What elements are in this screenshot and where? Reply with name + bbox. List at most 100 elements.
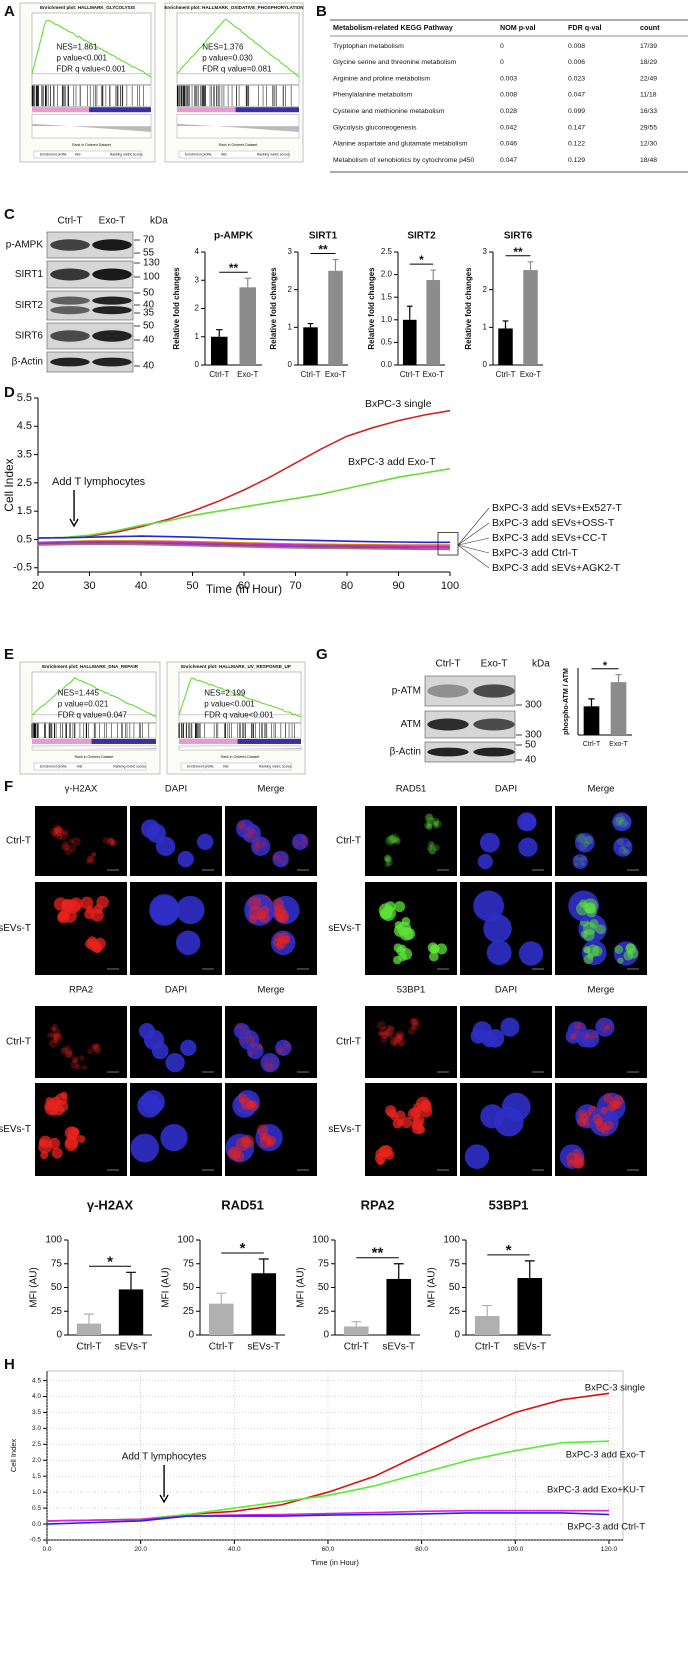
- foci: [276, 914, 285, 923]
- foci: [388, 835, 397, 844]
- foci: [583, 841, 590, 848]
- foci: [91, 1043, 98, 1049]
- y-tick-label: 0: [454, 1330, 460, 1341]
- y-axis-label: Cell Index: [9, 1439, 18, 1473]
- legend-label: BxPC-3 single: [585, 1383, 645, 1394]
- bar: [239, 287, 257, 365]
- foci: [277, 855, 283, 861]
- y-tick-label: 1: [288, 322, 293, 331]
- blot-band: [50, 239, 90, 251]
- foci: [110, 839, 117, 847]
- x-tick-label: sEVs-T: [382, 1342, 415, 1353]
- gsea-legend-box: [178, 150, 290, 159]
- gsea-stat: NES=1.445: [58, 688, 100, 697]
- panel-letter: D: [4, 384, 15, 401]
- foci: [237, 820, 246, 828]
- legend-label: BxPC-3 add Exo+KU-T: [547, 1485, 645, 1496]
- blot-band: [92, 306, 132, 315]
- y-tick-label: 0: [288, 360, 293, 369]
- foci: [384, 861, 391, 868]
- x-tick-label: 40.0: [228, 1546, 241, 1553]
- foci: [54, 828, 62, 836]
- y-tick-label: 75: [51, 1258, 63, 1269]
- blot-marker: 40: [143, 300, 155, 311]
- nucleus: [464, 1144, 490, 1169]
- x-tick-label: 100.0: [507, 1546, 524, 1553]
- foci: [625, 841, 631, 848]
- legend-leader: [457, 522, 490, 546]
- foci: [398, 952, 407, 962]
- foci: [293, 839, 300, 846]
- legend-leader: [457, 544, 490, 554]
- foci: [573, 855, 579, 862]
- bar: [402, 319, 417, 365]
- foci: [387, 1032, 394, 1039]
- blot-marker: 40: [143, 335, 155, 346]
- foci: [386, 1024, 392, 1030]
- foci: [39, 1138, 47, 1147]
- blot-marker: 35: [143, 308, 155, 319]
- foci: [280, 1048, 287, 1056]
- blot-marker: 50: [525, 740, 537, 751]
- row-label: Ctrl-T: [336, 836, 361, 847]
- nucleus: [572, 854, 588, 870]
- foci: [435, 943, 448, 955]
- error-bar: [615, 674, 622, 683]
- table-cell: 0.047: [500, 157, 517, 164]
- foci: [618, 818, 628, 828]
- foci: [62, 1047, 68, 1053]
- foci: [262, 1062, 268, 1068]
- y-tick-label: 25: [318, 1306, 330, 1317]
- foci: [256, 1124, 269, 1136]
- legend-leader: [457, 537, 490, 546]
- blot-band: [92, 268, 132, 281]
- foci: [579, 861, 584, 866]
- gsea-legend-box: [33, 762, 147, 771]
- foci: [254, 838, 265, 849]
- foci: [583, 954, 594, 965]
- foci: [51, 1034, 58, 1040]
- foci: [110, 840, 116, 846]
- foci: [89, 858, 95, 865]
- foci: [277, 1044, 285, 1052]
- y-tick-label: 0.5: [381, 338, 393, 347]
- foci: [64, 848, 73, 856]
- legend-label: BxPC-3 add Ctrl-T: [492, 547, 578, 559]
- x-tick-label: Ctrl-T: [400, 370, 420, 379]
- foci: [48, 1038, 58, 1048]
- chart-title: SIRT6: [504, 231, 533, 242]
- table-cell: Alanine aspartate and glutamate metaboli…: [333, 141, 468, 148]
- blot-band: [92, 357, 132, 367]
- panel-letter: H: [4, 1356, 15, 1373]
- foci: [53, 1033, 60, 1040]
- table-cell: 22/49: [640, 75, 657, 82]
- foci: [384, 1030, 389, 1035]
- blot-marker: 50: [143, 321, 155, 332]
- blot-lane: Ctrl-T: [58, 216, 83, 227]
- foci: [434, 820, 442, 828]
- nucleus: [143, 1029, 165, 1051]
- gsea-rank-neg: [89, 107, 151, 113]
- table-cell: 18/48: [640, 157, 657, 164]
- nucleus: [149, 895, 180, 926]
- micrograph: [130, 882, 222, 975]
- gsea-hits: [176, 85, 300, 107]
- foci: [374, 1152, 387, 1165]
- foci: [91, 852, 97, 857]
- foci: [252, 844, 261, 853]
- gsea-rank-neg: [235, 107, 299, 113]
- error-bar: [482, 1304, 493, 1316]
- foci: [427, 845, 437, 855]
- foci: [248, 896, 262, 910]
- significance-label: **: [229, 261, 239, 275]
- foci: [248, 1035, 256, 1042]
- foci: [58, 831, 69, 841]
- foci: [377, 1030, 383, 1036]
- y-tick-label: 25: [449, 1306, 461, 1317]
- foci: [615, 813, 625, 824]
- gsea-stat: FDR q value=0.047: [58, 710, 128, 719]
- foci: [49, 827, 59, 837]
- foci: [384, 1028, 394, 1037]
- foci: [389, 833, 399, 843]
- gsea-stat: p value=0.030: [202, 54, 253, 63]
